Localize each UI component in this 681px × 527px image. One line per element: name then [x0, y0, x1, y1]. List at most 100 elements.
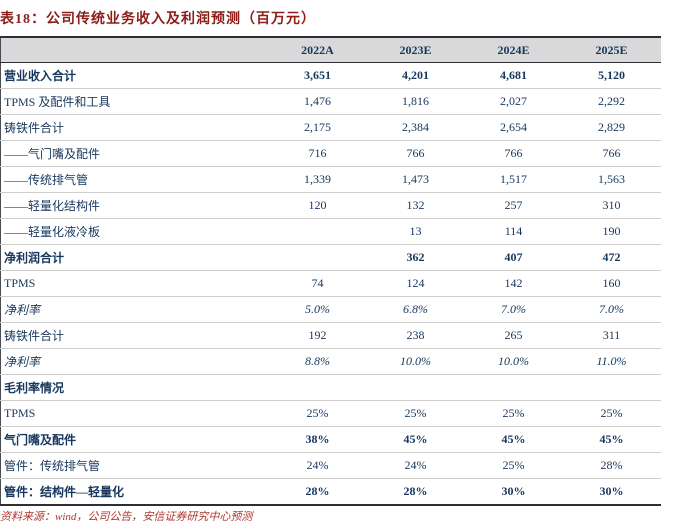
- cell-value: 2,175: [268, 114, 367, 141]
- cell-value: [268, 218, 367, 245]
- header-label-spacer: [0, 37, 269, 63]
- row-label: TPMS 及配件和工具: [0, 88, 269, 115]
- cell-value: 114: [464, 218, 563, 245]
- column-header-2024e: 2024E: [464, 37, 563, 63]
- table-row: 铸铁件合计 192 238 265 311: [0, 322, 661, 349]
- cell-value: 766: [562, 140, 661, 167]
- cell-value: 25%: [464, 452, 563, 479]
- row-label: TPMS: [0, 270, 269, 297]
- cell-value: [464, 374, 563, 401]
- cell-value: 30%: [501, 484, 526, 498]
- row-label: 净利率: [0, 348, 269, 375]
- cell-value: 132: [366, 192, 465, 219]
- column-header-2022a: 2022A: [268, 37, 367, 63]
- cell-value: 45%: [366, 426, 465, 453]
- cell-value: 265: [464, 322, 563, 349]
- cell-value: 160: [562, 270, 661, 297]
- row-label: 净利润合计: [0, 244, 269, 271]
- forecast-table: 2022A 2023E 2024E 2025E 营业收入合计 3,651 4,201…: [0, 36, 661, 506]
- cell-value: 38%: [268, 426, 367, 453]
- cell-value: 10.0%: [464, 348, 563, 375]
- cell-value: 1,816: [366, 88, 465, 115]
- cell-value: 2,829: [562, 114, 661, 141]
- cell-value: 7.0%: [464, 296, 563, 323]
- cell-value: 1,517: [464, 166, 563, 193]
- table-row: 毛利率情况: [0, 374, 661, 401]
- table-row: 管件：结构件—轻量化 28% 28% 30% 30%: [1, 479, 661, 506]
- cell-value: 25%: [562, 400, 661, 427]
- row-label: ——气门嘴及配件: [0, 140, 269, 167]
- table-row: ——轻量化液冷板 13 114 190: [0, 218, 661, 245]
- source-note: 资料来源：wind，公司公告，安信证券研究中心预测: [0, 511, 253, 523]
- table-row: 管件：传统排气管 24% 24% 25% 28%: [0, 452, 661, 479]
- cell-value: 13: [366, 218, 465, 245]
- cell-value: 716: [268, 140, 367, 167]
- cell-value: 2,027: [464, 88, 563, 115]
- row-label: 铸铁件合计: [0, 322, 269, 349]
- cell-value: 120: [268, 192, 367, 219]
- cell-value: 24%: [268, 452, 367, 479]
- row-label: 管件：传统排气管: [0, 452, 269, 479]
- row-label: ——轻量化液冷板: [0, 218, 269, 245]
- cell-value: 30%: [599, 484, 624, 498]
- cell-value: 407: [464, 244, 563, 271]
- cell-value: 190: [562, 218, 661, 245]
- table-body: 营业收入合计 3,651 4,201 4,681 5,120 TPMS 及配件和工具 1,4…: [0, 62, 661, 506]
- cell-value: 1,563: [562, 166, 661, 193]
- table-row: 铸铁件合计 2,175 2,384 2,654 2,829: [0, 114, 661, 141]
- cell-value: 1,339: [268, 166, 367, 193]
- cell-value: 7.0%: [562, 296, 661, 323]
- cell-value: 28%: [562, 452, 661, 479]
- row-label: 气门嘴及配件: [0, 426, 269, 453]
- cell-value: 124: [366, 270, 465, 297]
- cell-value: 192: [268, 322, 367, 349]
- cell-value: 45%: [464, 426, 563, 453]
- cell-value: 8.8%: [268, 348, 367, 375]
- cell-value: 74: [268, 270, 367, 297]
- cell-value: 362: [366, 244, 465, 271]
- cell-value: 766: [464, 140, 563, 167]
- table-row: TPMS 25% 25% 25% 25%: [0, 400, 661, 427]
- cell-value: 10.0%: [366, 348, 465, 375]
- column-header-2023e: 2023E: [366, 37, 465, 63]
- cell-value: 310: [562, 192, 661, 219]
- cell-value: 25%: [268, 400, 367, 427]
- table-row: TPMS 74 124 142 160: [0, 270, 661, 297]
- cell-value: 3,651: [268, 62, 367, 89]
- cell-value: 2,654: [464, 114, 563, 141]
- cell-value: 4,681: [464, 62, 563, 89]
- table-row: ——轻量化结构件 120 132 257 310: [0, 192, 661, 219]
- table-row: 净利润合计 362 407 472: [0, 244, 661, 271]
- table-row: 净利率 8.8% 10.0% 10.0% 11.0%: [0, 348, 661, 375]
- cell-value: 45%: [562, 426, 661, 453]
- cell-value: 28%: [305, 484, 330, 498]
- cell-value: 5,120: [562, 62, 661, 89]
- cell-value: 238: [366, 322, 465, 349]
- cell-value: 2,384: [366, 114, 465, 141]
- header-row: 2022A 2023E 2024E 2025E: [0, 37, 661, 63]
- cell-value: 142: [464, 270, 563, 297]
- cell-value: 5.0%: [268, 296, 367, 323]
- cell-value: 24%: [366, 452, 465, 479]
- row-label: 净利率: [0, 296, 269, 323]
- cell-value: 11.0%: [562, 348, 661, 375]
- table-row: ——传统排气管 1,339 1,473 1,517 1,563: [0, 166, 661, 193]
- row-label: ——轻量化结构件: [0, 192, 269, 219]
- cell-value: 6.8%: [366, 296, 465, 323]
- table-header: 2022A 2023E 2024E 2025E: [0, 37, 661, 63]
- table-row: TPMS 及配件和工具 1,476 1,816 2,027 2,292: [0, 88, 661, 115]
- cell-value: [562, 374, 661, 401]
- cell-value: 4,201: [366, 62, 465, 89]
- row-label: ——传统排气管: [0, 166, 269, 193]
- table-row: ——气门嘴及配件 716 766 766 766: [0, 140, 661, 167]
- cell-value: [268, 374, 367, 401]
- cell-value: 25%: [366, 400, 465, 427]
- cell-value: 25%: [464, 400, 563, 427]
- table-row: 净利率 5.0% 6.8% 7.0% 7.0%: [0, 296, 661, 323]
- row-label: 管件：结构件—轻量化: [4, 485, 125, 499]
- row-label: TPMS: [0, 400, 269, 427]
- table-title: 表18：公司传统业务收入及利润预测（百万元）: [0, 12, 316, 27]
- cell-value: 1,473: [366, 166, 465, 193]
- row-label: 营业收入合计: [0, 62, 269, 89]
